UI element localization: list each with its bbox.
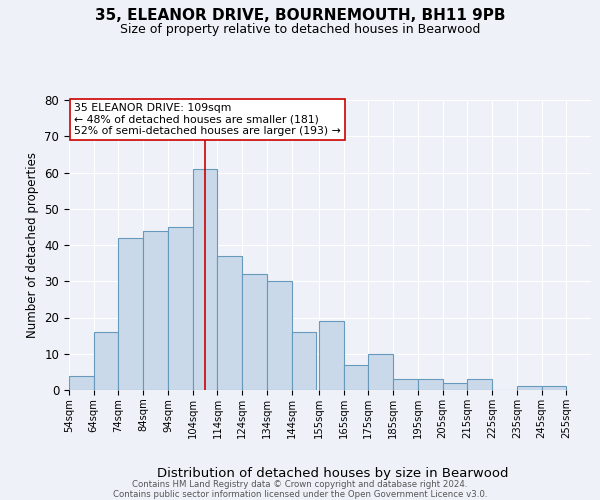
Text: 35 ELEANOR DRIVE: 109sqm
← 48% of detached houses are smaller (181)
52% of semi-: 35 ELEANOR DRIVE: 109sqm ← 48% of detach…	[74, 103, 341, 136]
Text: Contains public sector information licensed under the Open Government Licence v3: Contains public sector information licen…	[113, 490, 487, 499]
Bar	[292, 332, 316, 390]
Bar	[69, 376, 94, 390]
Bar	[168, 227, 193, 390]
Bar	[467, 379, 492, 390]
Bar	[443, 383, 467, 390]
Bar	[94, 332, 118, 390]
Bar	[319, 321, 344, 390]
Text: Contains HM Land Registry data © Crown copyright and database right 2024.: Contains HM Land Registry data © Crown c…	[132, 480, 468, 489]
Bar	[418, 379, 443, 390]
Bar	[143, 230, 168, 390]
Bar	[542, 386, 566, 390]
Bar	[118, 238, 143, 390]
Y-axis label: Number of detached properties: Number of detached properties	[26, 152, 39, 338]
Bar	[193, 169, 217, 390]
Bar	[217, 256, 242, 390]
Bar	[242, 274, 267, 390]
Bar	[393, 379, 418, 390]
Text: Distribution of detached houses by size in Bearwood: Distribution of detached houses by size …	[157, 467, 509, 480]
Text: Size of property relative to detached houses in Bearwood: Size of property relative to detached ho…	[120, 22, 480, 36]
Bar	[368, 354, 393, 390]
Bar	[344, 364, 368, 390]
Text: 35, ELEANOR DRIVE, BOURNEMOUTH, BH11 9PB: 35, ELEANOR DRIVE, BOURNEMOUTH, BH11 9PB	[95, 8, 505, 22]
Bar	[267, 281, 292, 390]
Bar	[517, 386, 542, 390]
